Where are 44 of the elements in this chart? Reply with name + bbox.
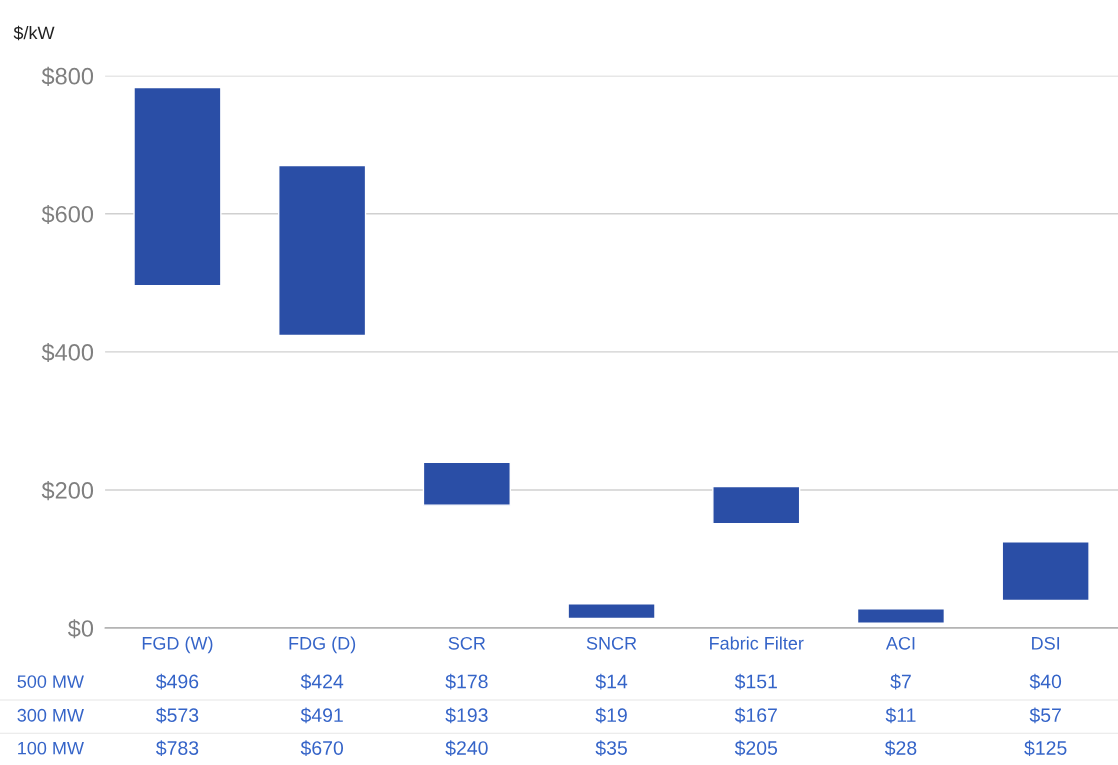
text: $19 [595, 707, 627, 724]
text: $178 [445, 673, 488, 690]
text: $7 [890, 673, 911, 690]
text: $205 [734, 740, 778, 757]
y-tick-label: $0 [67, 619, 94, 639]
x-tick-label: DSI [1032, 636, 1060, 650]
text: $57 [1029, 707, 1061, 724]
y-tick-label: $400 [41, 342, 94, 363]
text: 500 MW [17, 675, 84, 688]
text: $125 [1024, 740, 1067, 757]
bar [133, 86, 222, 287]
bar [567, 603, 656, 620]
text: $496 [156, 673, 199, 690]
text: $424 [300, 673, 344, 690]
y-tick-label: $800 [41, 66, 94, 86]
text: $167 [734, 707, 777, 724]
text: 100 MW [18, 741, 84, 755]
text: $240 [445, 740, 488, 757]
bar [422, 461, 511, 506]
text: 300 MW [17, 708, 84, 722]
y-tick-label: $600 [41, 204, 94, 225]
text: $573 [156, 707, 199, 724]
text: $14 [595, 673, 628, 690]
text: $491 [300, 707, 343, 724]
text: $193 [445, 707, 488, 724]
y-tick-label: $200 [41, 481, 94, 501]
bar [712, 485, 801, 525]
text: $11 [885, 707, 916, 724]
bar [856, 608, 946, 624]
x-tick-label: SNCR [586, 636, 637, 650]
y-axis-title: $/kW [13, 25, 55, 41]
text: $670 [300, 740, 344, 757]
text: $35 [595, 740, 627, 757]
text: $40 [1029, 673, 1062, 690]
bar [1001, 541, 1090, 602]
text: $151 [734, 673, 777, 690]
x-tick-label: Fabric Filter [710, 636, 804, 650]
x-tick-label: ACI [885, 636, 915, 650]
text: $783 [156, 740, 199, 757]
x-tick-label: FDG (D) [289, 636, 356, 654]
x-tick-label: SCR [448, 636, 486, 650]
text: $28 [884, 740, 917, 757]
x-tick-label: FGD (W) [142, 636, 213, 654]
bar [278, 164, 367, 337]
